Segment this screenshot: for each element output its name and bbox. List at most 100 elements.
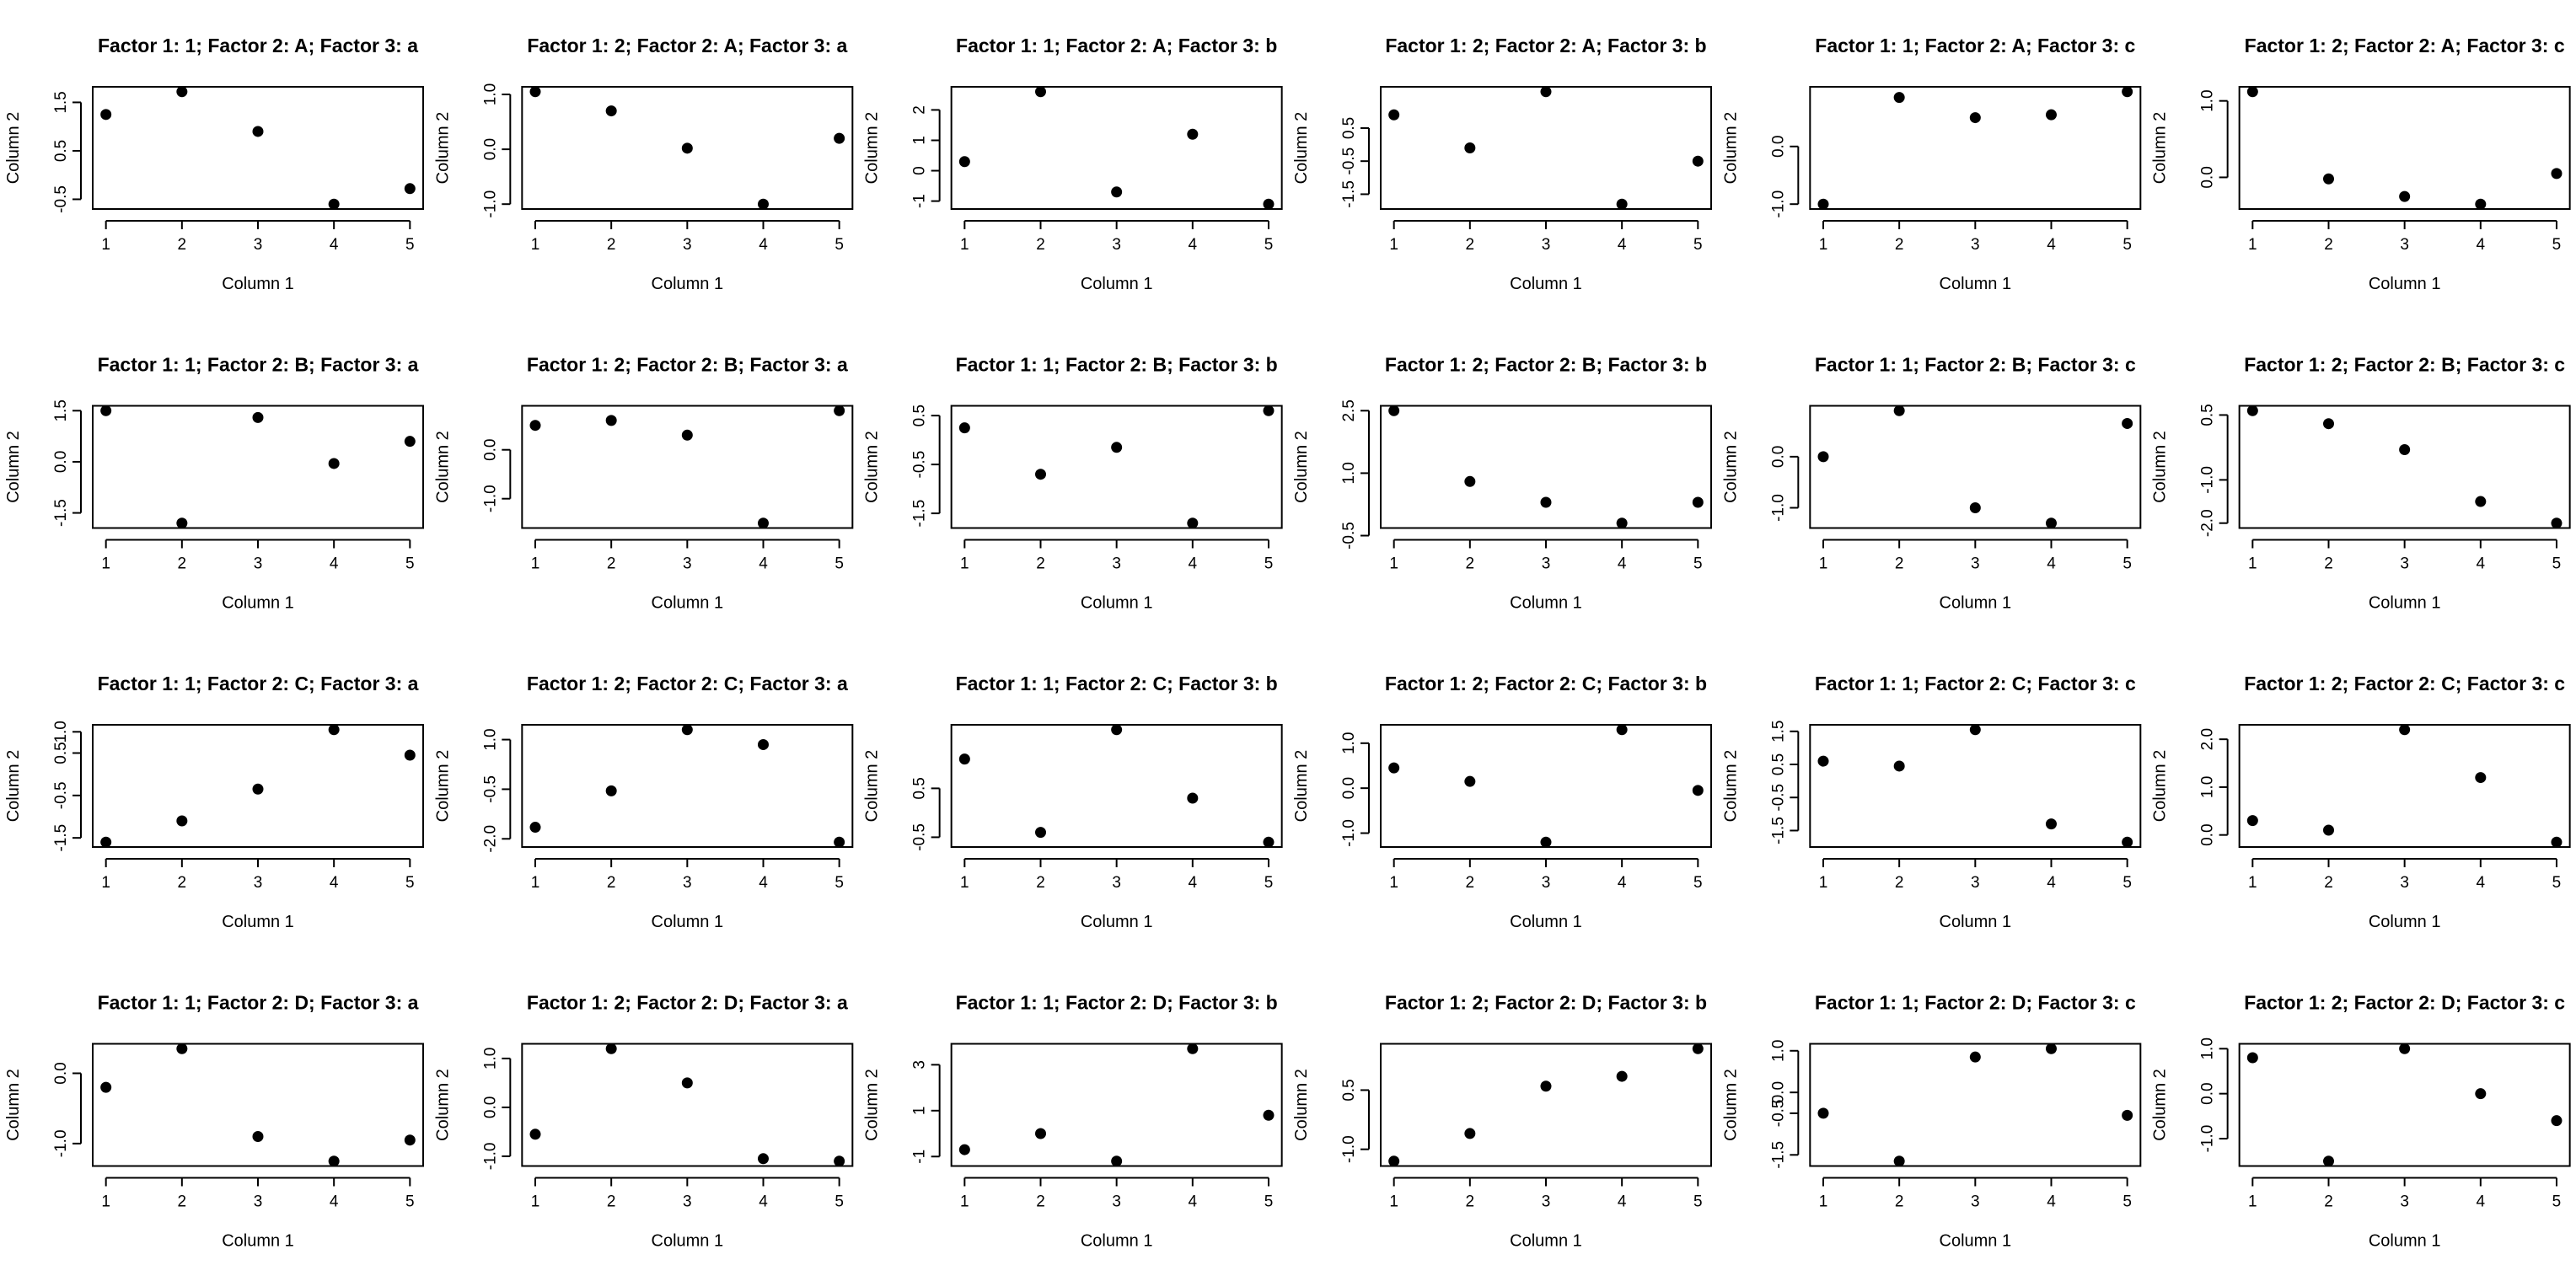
data-point (529, 822, 541, 834)
data-point (529, 1129, 541, 1140)
data-point (1111, 442, 1123, 453)
x-tick-label: 1 (531, 1193, 540, 1211)
panel-title: Factor 1: 2; Factor 2: C; Factor 3: b (1385, 673, 1707, 694)
data-point (605, 1043, 617, 1054)
y-tick-label: 2.0 (2199, 728, 2217, 750)
data-point (1187, 128, 1199, 140)
data-point (2399, 724, 2411, 736)
x-tick-label: 2 (1895, 555, 1904, 573)
x-tick-label: 2 (1895, 236, 1904, 254)
panel-title: Factor 1: 2; Factor 2: A; Factor 3: b (1385, 35, 1706, 56)
data-point (328, 724, 340, 736)
y-tick-label: -0.5 (1769, 1100, 1787, 1128)
x-axis-label: Column 1 (1940, 1232, 2012, 1251)
x-tick-label: 4 (1618, 555, 1627, 573)
y-tick-label: 1.0 (1340, 732, 1358, 754)
x-tick-label: 1 (101, 1193, 110, 1211)
x-tick-label: 5 (2123, 555, 2132, 573)
data-point (958, 1144, 970, 1155)
panel-title: Factor 1: 1; Factor 2: B; Factor 3: a (98, 354, 419, 376)
x-tick-label: 4 (759, 874, 768, 892)
x-tick-label: 2 (2324, 555, 2333, 573)
data-point (176, 815, 188, 827)
scatter-panel: Factor 1: 2; Factor 2: A; Factor 3: a 1 2 3… (433, 35, 854, 293)
data-point (404, 749, 416, 761)
y-tick-label: 0.5 (52, 140, 70, 162)
x-tick-label: 3 (1112, 1193, 1121, 1211)
x-tick-label: 3 (1112, 236, 1121, 254)
x-tick-label: 4 (1189, 236, 1198, 254)
y-axis-label: Column 2 (863, 431, 882, 503)
x-tick-label: 4 (2477, 555, 2486, 573)
x-tick-label: 3 (1971, 874, 1980, 892)
x-tick-label: 4 (2047, 874, 2056, 892)
x-tick-label: 4 (1618, 236, 1627, 254)
x-tick-label: 2 (1466, 874, 1475, 892)
y-tick-label: 0.5 (911, 777, 929, 799)
scatter-panel: Factor 1: 2; Factor 2: B; Factor 3: b 1 2 3… (1292, 354, 1712, 613)
x-tick-label: 5 (1264, 1193, 1274, 1211)
x-tick-label: 3 (1542, 874, 1551, 892)
scatter-panel: Factor 1: 2; Factor 2: D; Factor 3: b 1 2 3… (1292, 992, 1712, 1251)
data-point (2399, 1043, 2411, 1054)
y-tick-label: 1.5 (52, 399, 70, 421)
x-tick-label: 1 (960, 1193, 969, 1211)
data-point (2475, 496, 2487, 507)
data-point (1540, 496, 1552, 508)
x-axis-label: Column 1 (2369, 1232, 2441, 1251)
x-tick-label: 2 (2324, 1193, 2333, 1211)
data-point (176, 1043, 188, 1054)
y-axis-label: Column 2 (1292, 750, 1311, 823)
data-point (757, 1153, 769, 1165)
data-point (1692, 155, 1704, 167)
x-tick-label: 4 (2477, 236, 2486, 254)
y-tick-label: 1.0 (2199, 89, 2217, 111)
x-tick-label: 5 (405, 1193, 415, 1211)
x-tick-label: 1 (960, 874, 969, 892)
x-tick-label: 4 (2047, 555, 2056, 573)
data-point (1817, 1107, 1829, 1119)
x-axis-label: Column 1 (1940, 913, 2012, 931)
x-tick-label: 1 (960, 555, 969, 573)
y-tick-label: 1.5 (52, 91, 70, 113)
x-tick-label: 2 (1895, 874, 1904, 892)
data-point (529, 86, 541, 98)
x-tick-label: 1 (2248, 555, 2257, 573)
data-point (2122, 1109, 2133, 1121)
y-axis-label: Column 2 (4, 750, 23, 823)
x-tick-label: 5 (1264, 236, 1274, 254)
panel-title: Factor 1: 1; Factor 2: B; Factor 3: c (1815, 354, 2136, 376)
y-tick-label: -1.0 (1769, 494, 1787, 522)
panel-title: Factor 1: 2; Factor 2: A; Factor 3: a (527, 35, 847, 56)
y-tick-label: -1.5 (52, 824, 70, 852)
x-tick-label: 3 (254, 555, 263, 573)
panel-title: Factor 1: 2; Factor 2: D; Factor 3: c (2244, 992, 2565, 1014)
panel-title: Factor 1: 1; Factor 2: C; Factor 3: c (1815, 673, 2136, 694)
x-tick-label: 1 (2248, 874, 2257, 892)
data-point (757, 738, 769, 750)
data-point (1540, 836, 1552, 848)
data-point (1035, 469, 1046, 480)
x-tick-label: 5 (405, 874, 415, 892)
data-point (605, 105, 617, 117)
x-tick-label: 2 (607, 236, 616, 254)
x-tick-label: 4 (759, 555, 768, 573)
data-point (2399, 443, 2411, 455)
plot-frame (2238, 86, 2571, 210)
data-point (2399, 190, 2411, 202)
y-axis-label: Column 2 (1292, 112, 1311, 185)
data-point (2322, 1155, 2334, 1167)
scatter-panel: Factor 1: 1; Factor 2: D; Factor 3: b 1 2 3… (863, 992, 1283, 1251)
plot-frame (1809, 405, 2142, 529)
scatter-panel: Factor 1: 1; Factor 2: A; Factor 3: a 1 2 3… (4, 35, 424, 293)
y-tick-label: 0.5 (1340, 1079, 1358, 1101)
y-axis-label: Column 2 (2151, 431, 2170, 503)
data-point (2551, 168, 2563, 180)
data-point (958, 156, 970, 168)
data-point (1893, 760, 1905, 772)
data-point (1035, 1128, 1046, 1139)
y-tick-label: 1.0 (481, 83, 499, 105)
scatter-panel: Factor 1: 1; Factor 2: C; Factor 3: c 1 2 3… (1721, 673, 2142, 931)
y-tick-label: -0.5 (1340, 147, 1358, 175)
x-tick-label: 5 (1693, 874, 1703, 892)
